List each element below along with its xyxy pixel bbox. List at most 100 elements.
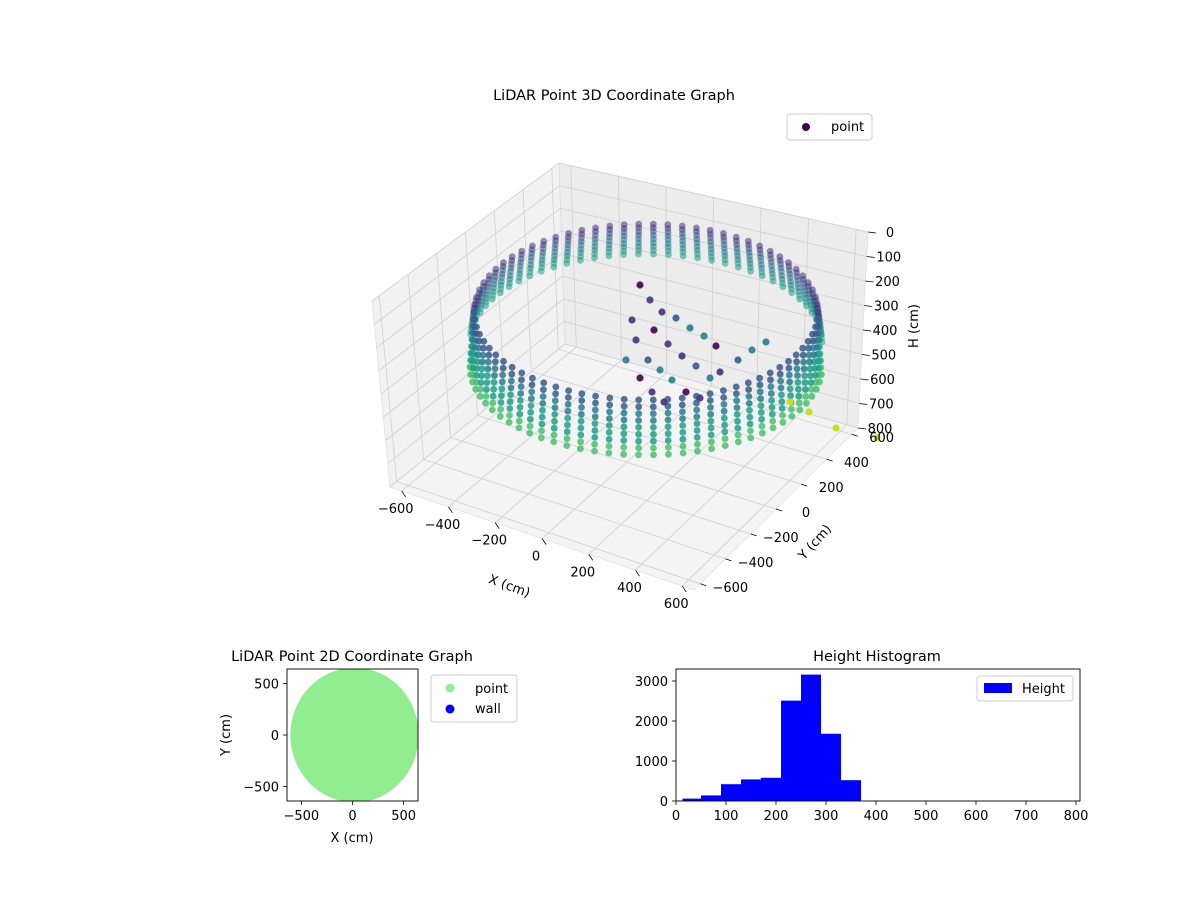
point-marker <box>605 442 613 450</box>
point-marker <box>636 374 644 382</box>
x-tick-label-2d: −500 <box>283 809 319 824</box>
histogram-bar <box>741 779 761 801</box>
point-marker <box>478 365 486 373</box>
point-marker <box>620 437 628 444</box>
point-marker <box>808 392 816 400</box>
point-marker <box>721 442 729 449</box>
point-marker <box>679 442 687 450</box>
point-marker <box>591 447 598 455</box>
point-marker <box>484 372 491 380</box>
point-marker <box>577 424 585 432</box>
z-axis-label: H (cm) <box>907 304 922 348</box>
point-marker <box>551 397 559 405</box>
point-marker <box>707 431 715 439</box>
point-marker <box>679 252 687 260</box>
point-marker <box>809 330 816 338</box>
point-marker <box>758 272 766 280</box>
point-marker <box>796 295 804 303</box>
point-marker <box>792 351 800 359</box>
histogram-bar <box>721 784 741 801</box>
point-marker <box>635 410 643 418</box>
point-marker <box>668 376 676 384</box>
point-marker <box>794 372 801 379</box>
ticks-3d: −600−400−2000200400600−600−400−200020040… <box>378 226 901 612</box>
y-tick-label: 0 <box>802 506 810 521</box>
point-marker <box>540 379 548 387</box>
point-marker <box>664 437 672 444</box>
point-marker <box>800 365 808 373</box>
point-marker <box>506 412 513 419</box>
point-marker <box>564 414 572 422</box>
point-marker <box>679 449 687 457</box>
point-marker <box>577 431 585 439</box>
point-marker <box>787 392 794 400</box>
point-marker <box>471 316 478 323</box>
point-marker <box>747 434 755 442</box>
x-axis-label: X (cm) <box>486 572 532 601</box>
chart-3d: LiDAR Point 3D Coordinate Graph −600 −400… <box>371 88 922 612</box>
point-marker <box>734 431 742 439</box>
point-marker <box>591 254 598 262</box>
point-marker <box>747 267 755 275</box>
legend-2d-label-wall: wall <box>475 702 501 717</box>
point-marker <box>551 404 559 411</box>
point-marker <box>650 424 657 431</box>
point-marker <box>529 374 536 382</box>
point-marker <box>650 437 657 445</box>
point-marker <box>499 364 507 372</box>
point-marker <box>700 332 708 340</box>
point-marker <box>507 384 515 392</box>
y-axis-label: Y (cm) <box>795 522 835 564</box>
point-marker <box>506 405 514 412</box>
legend-3d-label: point <box>831 120 864 135</box>
point-marker <box>474 351 482 359</box>
point-marker <box>577 256 584 264</box>
point-marker <box>810 351 818 359</box>
y-tick-label: 600 <box>869 431 894 446</box>
point-marker <box>620 409 628 417</box>
point-marker <box>591 413 599 421</box>
point-marker <box>664 430 672 438</box>
point-marker <box>473 323 480 331</box>
point-marker <box>660 398 668 406</box>
point-marker <box>482 399 489 407</box>
point-marker <box>768 397 775 404</box>
point-marker <box>473 365 481 372</box>
point-marker <box>480 344 487 352</box>
point-marker <box>564 421 571 429</box>
point-marker <box>768 410 776 418</box>
point-marker <box>794 385 802 393</box>
point-marker <box>693 399 700 407</box>
point-marker <box>635 430 642 438</box>
point-marker <box>745 400 753 407</box>
point-marker <box>526 429 534 437</box>
chart-2d-title: LiDAR Point 2D Coordinate Graph <box>231 649 473 665</box>
point-marker <box>484 365 492 373</box>
x-tick-label: 200 <box>570 565 595 580</box>
point-marker <box>517 397 524 404</box>
x-axis-label-2d: X (cm) <box>331 831 374 846</box>
chart-hist: Height Histogram 0 100 200 300 400 500 600 700 8… <box>635 649 1089 824</box>
point-marker <box>693 427 701 434</box>
point-marker <box>708 256 715 264</box>
point-marker <box>649 410 657 418</box>
point-marker <box>526 272 534 280</box>
point-marker <box>757 395 764 403</box>
point-marker <box>606 401 614 409</box>
point-marker <box>734 356 742 364</box>
point-marker <box>806 358 813 366</box>
z-tick-label: 800 <box>868 422 893 437</box>
point-marker <box>664 423 672 431</box>
point-marker <box>605 429 613 436</box>
point-marker <box>485 351 493 359</box>
point-marker <box>526 422 534 430</box>
point-marker <box>803 399 810 407</box>
point-marker <box>788 412 796 420</box>
point-marker <box>734 438 742 446</box>
point-marker <box>479 351 487 359</box>
x-tick-label: −200 <box>471 534 507 549</box>
point-marker <box>497 406 504 413</box>
point-marker <box>538 427 545 435</box>
y-tick-label: 400 <box>844 456 869 471</box>
point-marker <box>539 406 546 414</box>
